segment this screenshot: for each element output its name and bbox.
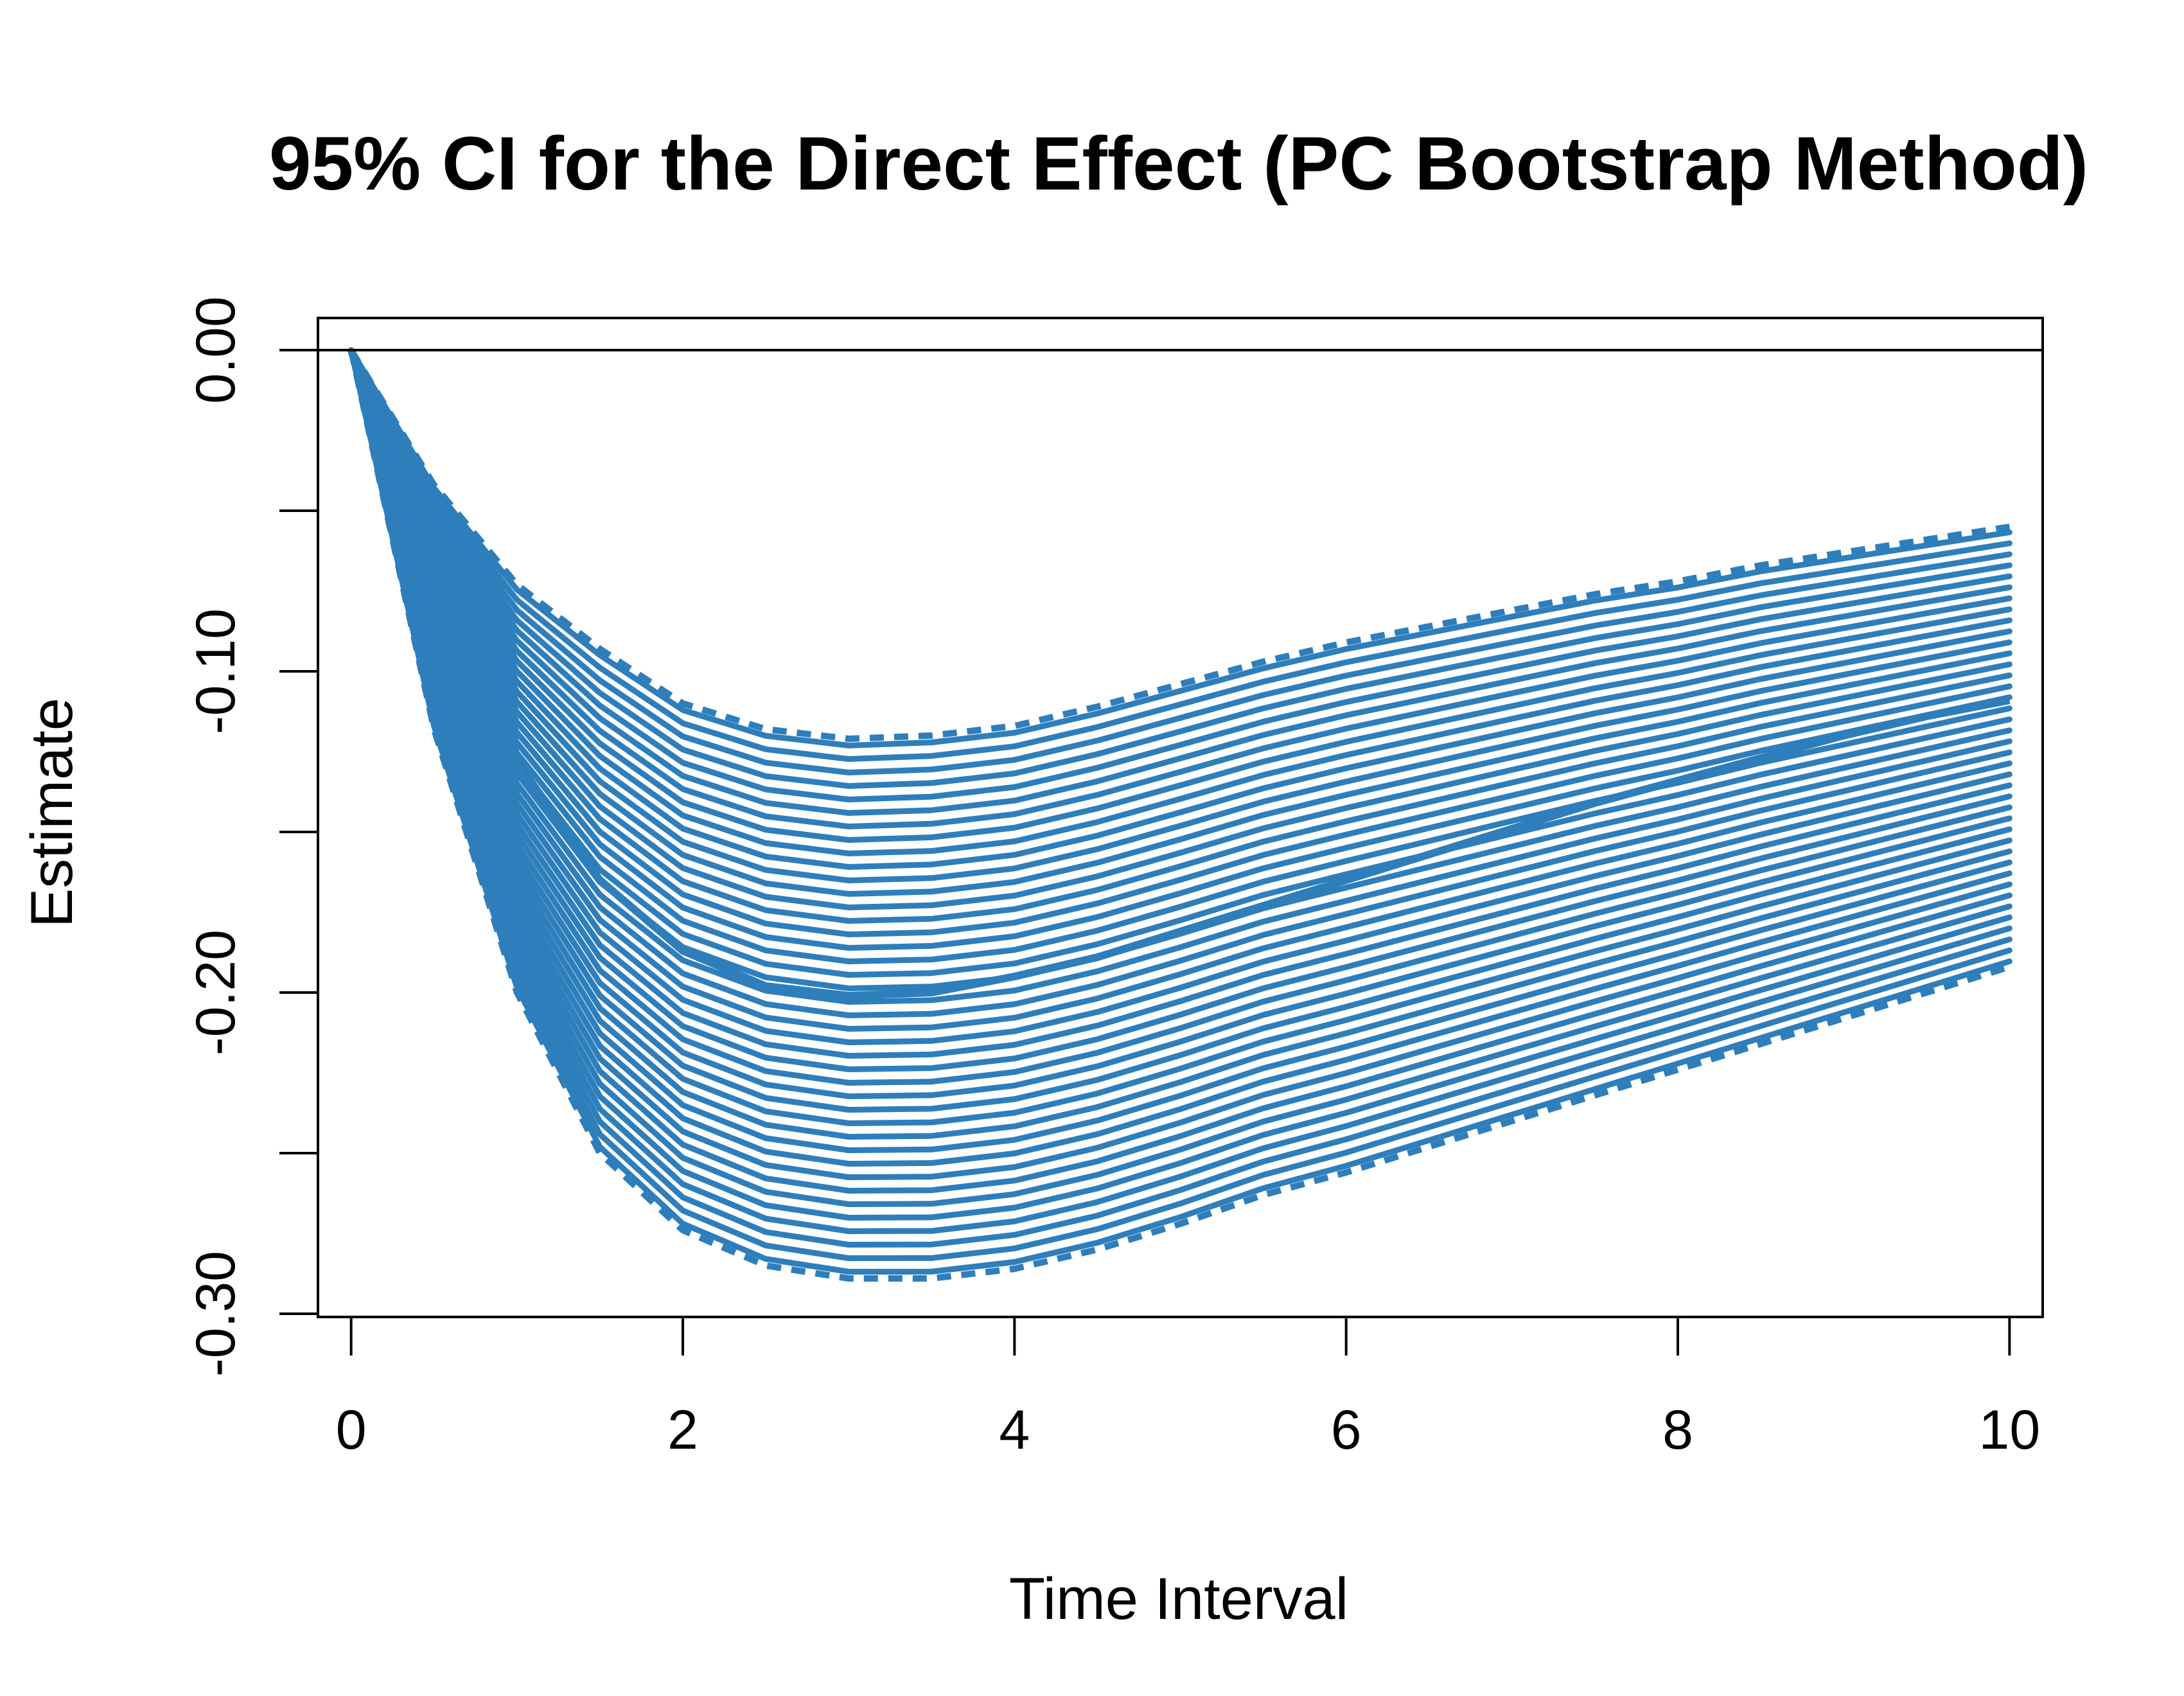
band-line bbox=[348, 347, 2012, 1234]
band-line bbox=[348, 347, 2012, 883]
band-line bbox=[348, 347, 2012, 897]
band-line bbox=[348, 347, 2012, 829]
x-tick-label: 2 bbox=[667, 1399, 698, 1461]
y-tick-label: -0.30 bbox=[185, 1251, 247, 1377]
axes: 0 2 4 6 8 10 0.00 -0.10 -0.20 -0.30 bbox=[185, 296, 2044, 1461]
band-line bbox=[348, 347, 2012, 856]
band-lines bbox=[348, 347, 2012, 1275]
band-line bbox=[348, 347, 2012, 910]
band-line bbox=[348, 347, 2012, 1248]
band-line bbox=[348, 347, 2012, 1194]
band-line bbox=[348, 347, 2012, 870]
band-line bbox=[348, 347, 2012, 1261]
band-line bbox=[348, 347, 2012, 762]
band-line bbox=[348, 347, 2012, 1018]
chart-title: 95% CI for the Direct Effect (PC Bootstr… bbox=[269, 121, 2088, 206]
band-line bbox=[348, 347, 2012, 748]
band-line bbox=[348, 347, 2012, 1153]
band-line bbox=[348, 347, 2012, 802]
series-line-upper-bound bbox=[348, 348, 2011, 742]
band-line bbox=[348, 347, 2012, 1180]
band-line bbox=[348, 347, 2012, 1045]
x-tick-label: 4 bbox=[999, 1399, 1030, 1461]
band-line bbox=[348, 347, 2012, 1207]
band-line bbox=[348, 347, 2012, 816]
band-line bbox=[348, 347, 2012, 1086]
x-tick-label: 0 bbox=[336, 1399, 367, 1461]
y-tick-label: -0.20 bbox=[185, 930, 247, 1056]
band-line bbox=[348, 347, 2012, 843]
x-tick-label: 10 bbox=[1979, 1399, 2041, 1461]
band-line bbox=[348, 347, 2012, 937]
band-line bbox=[348, 347, 2012, 1113]
band-line bbox=[348, 347, 2012, 1140]
x-tick-label: 8 bbox=[1662, 1399, 1693, 1461]
y-axis-label: Estimate bbox=[19, 698, 85, 928]
series-line-estimate bbox=[347, 349, 2011, 1000]
x-tick-label: 6 bbox=[1331, 1399, 1362, 1461]
series-lines bbox=[347, 348, 2011, 1282]
band-line bbox=[348, 347, 2012, 978]
band-line bbox=[348, 347, 2012, 951]
band-line bbox=[348, 347, 2012, 789]
band-line bbox=[348, 347, 2012, 1167]
band-line bbox=[348, 347, 2012, 924]
band-line bbox=[348, 347, 2012, 1059]
band-line bbox=[348, 347, 2012, 1221]
series-line-lower-bound bbox=[348, 349, 2011, 1282]
band-line bbox=[348, 347, 2012, 1005]
x-axis-label: Time Interval bbox=[1009, 1566, 1348, 1632]
band-line bbox=[348, 347, 2012, 1099]
y-tick-label: 0.00 bbox=[185, 296, 247, 403]
band-line bbox=[348, 347, 2012, 1275]
band-line bbox=[348, 347, 2012, 1032]
band-line bbox=[348, 347, 2012, 1072]
y-tick-label: -0.10 bbox=[185, 608, 247, 734]
band-line bbox=[348, 347, 2012, 1126]
band-line bbox=[348, 347, 2012, 775]
